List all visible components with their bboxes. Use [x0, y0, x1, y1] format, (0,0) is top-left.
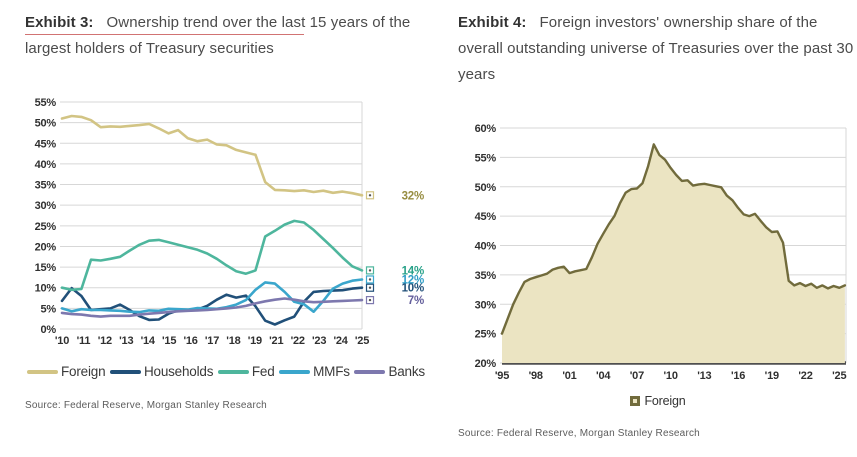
svg-text:'16: '16: [183, 335, 197, 347]
svg-text:'11: '11: [77, 335, 91, 347]
legend-item-foreign: Foreign: [27, 364, 106, 379]
svg-text:'16: '16: [731, 370, 745, 382]
svg-text:45%: 45%: [475, 211, 497, 223]
legend-item-banks: Banks: [354, 364, 425, 379]
svg-text:'07: '07: [630, 370, 644, 382]
svg-text:30%: 30%: [35, 200, 57, 212]
exhibit4-source: Source: Federal Reserve, Morgan Stanley …: [458, 428, 700, 439]
svg-text:20%: 20%: [475, 358, 497, 370]
exhibit3-title-text: Ownership trend over the last 15 years o…: [25, 14, 411, 57]
legend-swatch-mmfs: [279, 369, 311, 374]
svg-text:35%: 35%: [475, 270, 497, 282]
svg-text:'98: '98: [529, 370, 543, 382]
svg-text:32%: 32%: [402, 190, 424, 202]
svg-text:'19: '19: [248, 335, 262, 347]
svg-text:10%: 10%: [35, 283, 57, 295]
svg-text:'21: '21: [269, 335, 283, 347]
svg-text:'13: '13: [119, 335, 133, 347]
svg-text:15%: 15%: [35, 262, 57, 274]
svg-text:55%: 55%: [475, 152, 497, 164]
exhibit4-title: Exhibit 4: Foreign investors' ownership s…: [458, 10, 857, 88]
svg-text:14%: 14%: [402, 265, 424, 277]
svg-text:40%: 40%: [35, 159, 57, 171]
svg-text:20%: 20%: [35, 241, 57, 253]
legend-swatch-fed: [217, 369, 249, 374]
svg-text:'10: '10: [663, 370, 677, 382]
svg-text:'13: '13: [697, 370, 711, 382]
svg-text:'95: '95: [495, 370, 509, 382]
legend-swatch-foreign: [629, 396, 640, 406]
exhibit3-title: Exhibit 3: Ownership trend over the last …: [25, 10, 430, 62]
legend-item-foreign: Foreign: [629, 394, 686, 408]
svg-text:'22: '22: [291, 335, 305, 347]
svg-text:'18: '18: [226, 335, 240, 347]
exhibit4-title-text: Foreign investors' ownership share of th…: [458, 14, 854, 83]
svg-text:50%: 50%: [35, 118, 57, 130]
exhibit4-panel: Exhibit 4: Foreign investors' ownership s…: [458, 10, 857, 439]
legend-label-fed: Fed: [251, 364, 275, 379]
legend-item-fed: Fed: [217, 364, 275, 379]
svg-text:30%: 30%: [475, 299, 497, 311]
exhibit3-title-underline: [25, 34, 304, 35]
svg-text:0%: 0%: [41, 324, 57, 336]
svg-text:35%: 35%: [35, 180, 57, 192]
legend-item-households: Households: [109, 364, 214, 379]
svg-text:12%: 12%: [402, 274, 424, 286]
svg-text:55%: 55%: [35, 97, 57, 109]
svg-text:'15: '15: [162, 335, 176, 347]
exhibit4-area-chart: 20% 25% 30% 35% 40% 45% 50% 55% 60% '95 '98 '01 '04 '…: [450, 96, 857, 386]
exhibit3-panel: Exhibit 3: Ownership trend over the last …: [25, 10, 430, 411]
exhibit4-label: Exhibit 4:: [458, 14, 527, 31]
legend-label-mmfs: MMFs: [313, 364, 350, 379]
legend-swatch-foreign: [27, 369, 58, 374]
svg-text:40%: 40%: [475, 241, 497, 253]
legend-label-banks: Banks: [388, 364, 425, 379]
exhibit3-source: Source: Federal Reserve, Morgan Stanley …: [25, 400, 267, 411]
svg-text:'25: '25: [832, 370, 846, 382]
svg-text:50%: 50%: [475, 182, 497, 194]
legend-label-households: Households: [143, 364, 214, 379]
svg-text:'14: '14: [141, 335, 156, 347]
chart1-svg: 0% 5% 10% 15% 20% 25% 30% 35% 40% 45% 50% 55% '10 '11…: [35, 97, 425, 347]
svg-text:'25: '25: [355, 335, 369, 347]
legend-swatch-banks: [354, 369, 386, 374]
exhibit4-legend: Foreign: [458, 394, 857, 408]
svg-text:7%: 7%: [408, 295, 424, 307]
svg-text:'17: '17: [205, 335, 219, 347]
svg-text:25%: 25%: [475, 329, 497, 341]
exhibit3-label: Exhibit 3:: [25, 14, 94, 31]
svg-text:'01: '01: [562, 370, 576, 382]
svg-text:60%: 60%: [475, 123, 497, 135]
exhibit3-legend: Foreign Households Fed MMFs Banks: [27, 364, 425, 379]
svg-text:'10: '10: [55, 335, 69, 347]
svg-text:'22: '22: [798, 370, 812, 382]
svg-text:25%: 25%: [35, 221, 57, 233]
legend-label-foreign: Foreign: [644, 394, 686, 408]
svg-text:45%: 45%: [35, 138, 57, 150]
exhibit3-line-chart: 0% 5% 10% 15% 20% 25% 30% 35% 40% 45% 50% 55% '10 '11…: [18, 88, 438, 350]
chart2-svg: 20% 25% 30% 35% 40% 45% 50% 55% 60% '95 '98 '01 '04 '…: [475, 123, 847, 382]
legend-label-foreign: Foreign: [61, 364, 106, 379]
svg-text:'19: '19: [765, 370, 779, 382]
svg-text:10%: 10%: [402, 283, 424, 295]
svg-text:'12: '12: [98, 335, 112, 347]
svg-text:'24: '24: [333, 335, 348, 347]
svg-text:'04: '04: [596, 370, 611, 382]
legend-swatch-households: [109, 369, 141, 374]
legend-item-mmfs: MMFs: [279, 364, 350, 379]
svg-text:5%: 5%: [41, 303, 57, 315]
svg-text:'23: '23: [312, 335, 326, 347]
